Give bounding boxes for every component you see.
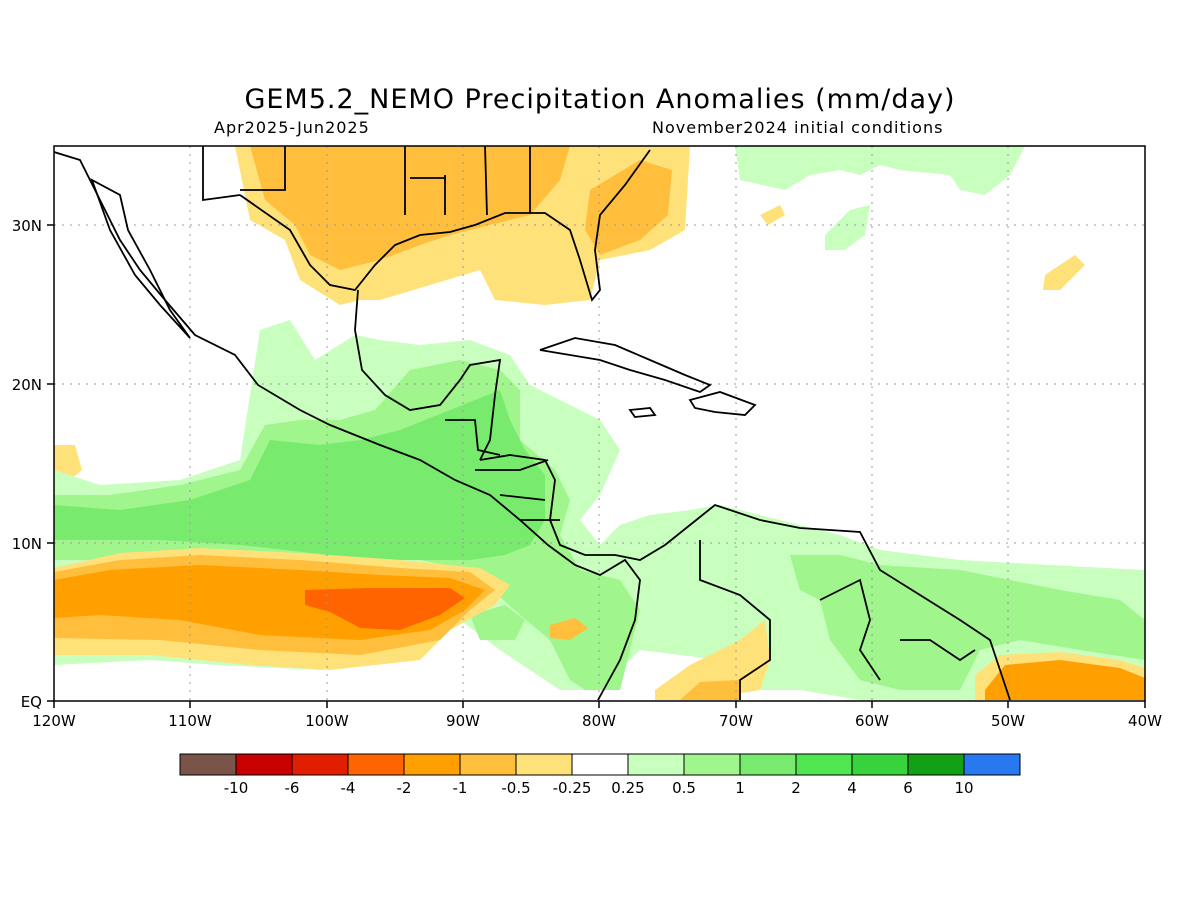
colorbar [179, 753, 1021, 776]
anomaly-wet-sam [790, 555, 1145, 690]
x-tick-label: 70W [719, 712, 753, 730]
x-tick-label: 40W [1128, 712, 1162, 730]
colorbar-swatch [347, 753, 405, 776]
x-tick-label: 60W [855, 712, 889, 730]
colorbar-swatch [403, 753, 461, 776]
colorbar-label: 1 [735, 779, 745, 797]
coast-pacific [54, 151, 641, 701]
anomaly-dry-atlantic-1 [760, 205, 785, 225]
coast-baja [90, 178, 191, 339]
coast-cuba [539, 337, 712, 393]
coastlines [54, 146, 1011, 701]
anomaly-dry-epac-strong [305, 588, 465, 630]
colorbar-label: -0.5 [501, 779, 530, 797]
colorbar-label: -4 [341, 779, 356, 797]
anomaly-wet-mod-central [54, 390, 545, 560]
x-tick-label: 80W [582, 712, 616, 730]
x-tick-label: 100W [305, 712, 349, 730]
map-title: GEM5.2_NEMO Precipitation Anomalies (mm/… [244, 84, 956, 115]
coast-mexico-east [354, 289, 502, 461]
colorbar-swatch [795, 753, 853, 776]
colorbar-swatch [291, 753, 349, 776]
coast-hispaniola [688, 391, 757, 416]
colorbar-label: -1 [453, 779, 468, 797]
anomaly-wet-epac-spot [470, 605, 525, 640]
colorbar-swatch [683, 753, 741, 776]
colorbar-swatch [515, 753, 573, 776]
anomaly-dry-florida [585, 160, 672, 255]
colorbar-swatch [739, 753, 797, 776]
colorbar-swatch [571, 753, 629, 776]
anomaly-dry-atlantic-2 [1043, 255, 1085, 290]
colorbar-label: 0.5 [672, 779, 696, 797]
colorbar-label: 0.25 [611, 779, 644, 797]
coast-caribbean [479, 454, 1011, 701]
coast-jamaica [628, 407, 657, 418]
forecast-period: Apr2025-Jun2025 [214, 118, 370, 137]
colorbar-label: -10 [224, 779, 249, 797]
y-axis-labels: EQ 10N 20N 30N [12, 217, 42, 711]
border-us [202, 146, 531, 216]
anomaly-dry-panama-spot [550, 618, 588, 640]
colorbar-label: -0.25 [553, 779, 592, 797]
colorbar-swatch [235, 753, 293, 776]
initial-conditions: November2024 initial conditions [652, 118, 944, 137]
anomaly-dry-brazil [985, 660, 1145, 700]
colorbar-label: 2 [791, 779, 801, 797]
colorbar-labels: -10 -6 -4 -2 -1 -0.5 -0.25 0.25 0.5 1 2 4 6 10 [224, 779, 974, 797]
x-tick-label: 90W [446, 712, 480, 730]
x-axis-labels: 120W 110W 100W 90W 80W 70W 60W 50W 40W [32, 712, 1162, 730]
y-tick-label: 10N [12, 535, 42, 553]
anomaly-dry-colombia-mod [680, 680, 740, 700]
colorbar-label: -6 [285, 779, 300, 797]
border-central-america [445, 419, 560, 521]
x-tick-label: 50W [991, 712, 1025, 730]
y-tick-label: 20N [12, 376, 42, 394]
colorbar-swatch [963, 753, 1021, 776]
y-tick-label: 30N [12, 217, 42, 235]
anomaly-field [54, 146, 1145, 700]
colorbar-swatch [459, 753, 517, 776]
colorbar-swatch [907, 753, 965, 776]
anomaly-wet-atlantic-2 [825, 205, 870, 250]
anomaly-dry-epac-small [54, 445, 82, 480]
coast-gulf [239, 149, 651, 302]
gridlines [54, 146, 1145, 701]
colorbar-label: 10 [954, 779, 973, 797]
axis-ticks [47, 224, 1146, 708]
anomaly-dry-north-mod [250, 146, 570, 270]
colorbar-label: 6 [903, 779, 913, 797]
colorbar-label: -2 [397, 779, 412, 797]
colorbar-label: 4 [847, 779, 857, 797]
colorbar-swatch [851, 753, 909, 776]
colorbar-swatch [627, 753, 685, 776]
anomaly-wet-atlantic [735, 146, 1025, 195]
x-tick-label: 110W [168, 712, 212, 730]
y-tick-label: EQ [21, 693, 42, 711]
border-sam [699, 540, 976, 700]
colorbar-swatch [179, 753, 237, 776]
x-tick-label: 120W [32, 712, 76, 730]
